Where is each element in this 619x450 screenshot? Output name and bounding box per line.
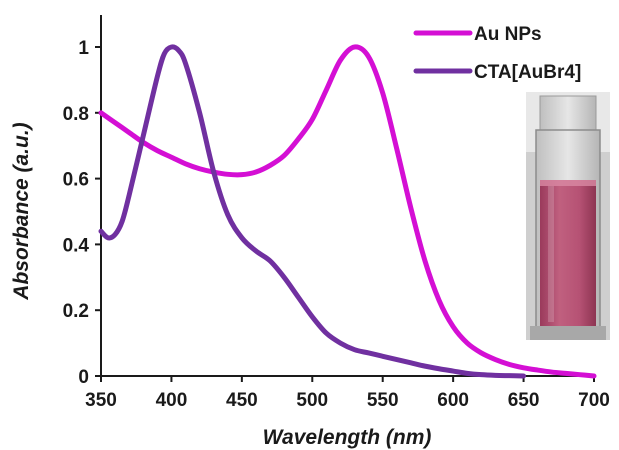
x-tick-label: 350 — [85, 390, 117, 411]
legend-label: CTA[AuBr4] — [474, 62, 581, 83]
legend: Au NPs CTA[AuBr4] — [413, 24, 581, 83]
x-tick-label: 600 — [437, 390, 469, 411]
y-axis-title: Absorbance (a.u.) — [10, 122, 33, 300]
series-line-cta-aubr4 — [98, 44, 527, 379]
x-tick-label: 550 — [367, 390, 399, 411]
x-axis-ticks: 350 400 450 500 550 600 650 700 — [85, 376, 610, 411]
series-lines — [98, 44, 597, 379]
legend-label: Au NPs — [474, 24, 542, 45]
series-line-au-nps — [98, 44, 597, 379]
y-tick-label: 0.6 — [63, 170, 89, 191]
x-tick-label: 650 — [508, 390, 540, 411]
y-tick-label: 0 — [78, 367, 89, 388]
x-axis-title: Wavelength (nm) — [263, 426, 432, 449]
x-tick-label: 700 — [578, 390, 610, 411]
y-axis-ticks: 0 0.2 0.4 0.6 0.8 1 — [63, 38, 101, 388]
y-tick-label: 0.2 — [63, 301, 89, 322]
y-tick-label: 1 — [78, 38, 89, 59]
cuvette-photo-icon — [526, 92, 610, 340]
x-tick-label: 500 — [296, 390, 328, 411]
y-tick-label: 0.8 — [63, 104, 89, 125]
x-tick-label: 450 — [226, 390, 258, 411]
y-tick-label: 0.4 — [63, 235, 90, 256]
x-tick-label: 400 — [156, 390, 188, 411]
